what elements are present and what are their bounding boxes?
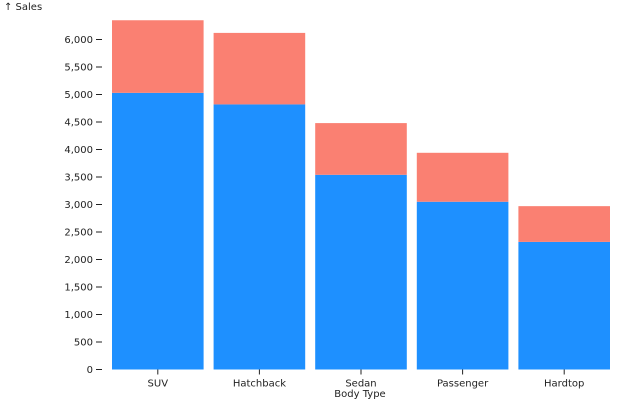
y-tick-label: 3,000 (64, 200, 93, 211)
bar-hatchback-series-2 (213, 32, 306, 105)
bar-hardtop-series-1 (518, 241, 610, 370)
x-axis: SUV Hatchback Sedan Passenger Hardtop (148, 369, 584, 390)
y-tick-label: 3,500 (64, 173, 93, 184)
y-tick-label: 2,500 (64, 228, 93, 239)
x-tick-label: Hardtop (544, 379, 584, 390)
x-tick-label: Hatchback (233, 379, 286, 390)
bar-passenger-series-2 (416, 152, 509, 202)
y-tick-label: 2,000 (64, 255, 93, 266)
y-axis-title: ↑ Sales (4, 2, 42, 13)
bar-suv-series-1 (112, 92, 204, 370)
x-axis-title: Body Type (334, 389, 385, 400)
bar-passenger-series-1 (416, 201, 509, 370)
y-tick-label: 6,000 (64, 35, 93, 46)
x-tick-label: Sedan (345, 379, 376, 390)
y-tick-label: 0 (87, 365, 93, 376)
bar-hardtop-series-2 (518, 206, 610, 242)
x-tick-label: SUV (148, 379, 169, 390)
y-tick-label: 5,500 (64, 63, 93, 74)
y-tick-label: 5,000 (64, 90, 93, 101)
y-tick-label: 4,500 (64, 118, 93, 129)
y-axis: 0 500 1,000 1,500 2,000 2,500 3,000 3,500 4,000 4… (64, 35, 102, 376)
x-tick-label: Passenger (437, 379, 489, 390)
y-tick-label: 500 (74, 338, 93, 349)
bar-hatchback-series-1 (213, 104, 306, 370)
y-tick-label: 1,000 (64, 310, 93, 321)
y-tick-label: 1,500 (64, 283, 93, 294)
y-tick-label: 4,000 (64, 145, 93, 156)
bar-suv-series-2 (112, 20, 204, 93)
bars (112, 20, 610, 370)
bar-sedan-series-1 (315, 174, 407, 370)
bar-sedan-series-2 (315, 123, 407, 175)
